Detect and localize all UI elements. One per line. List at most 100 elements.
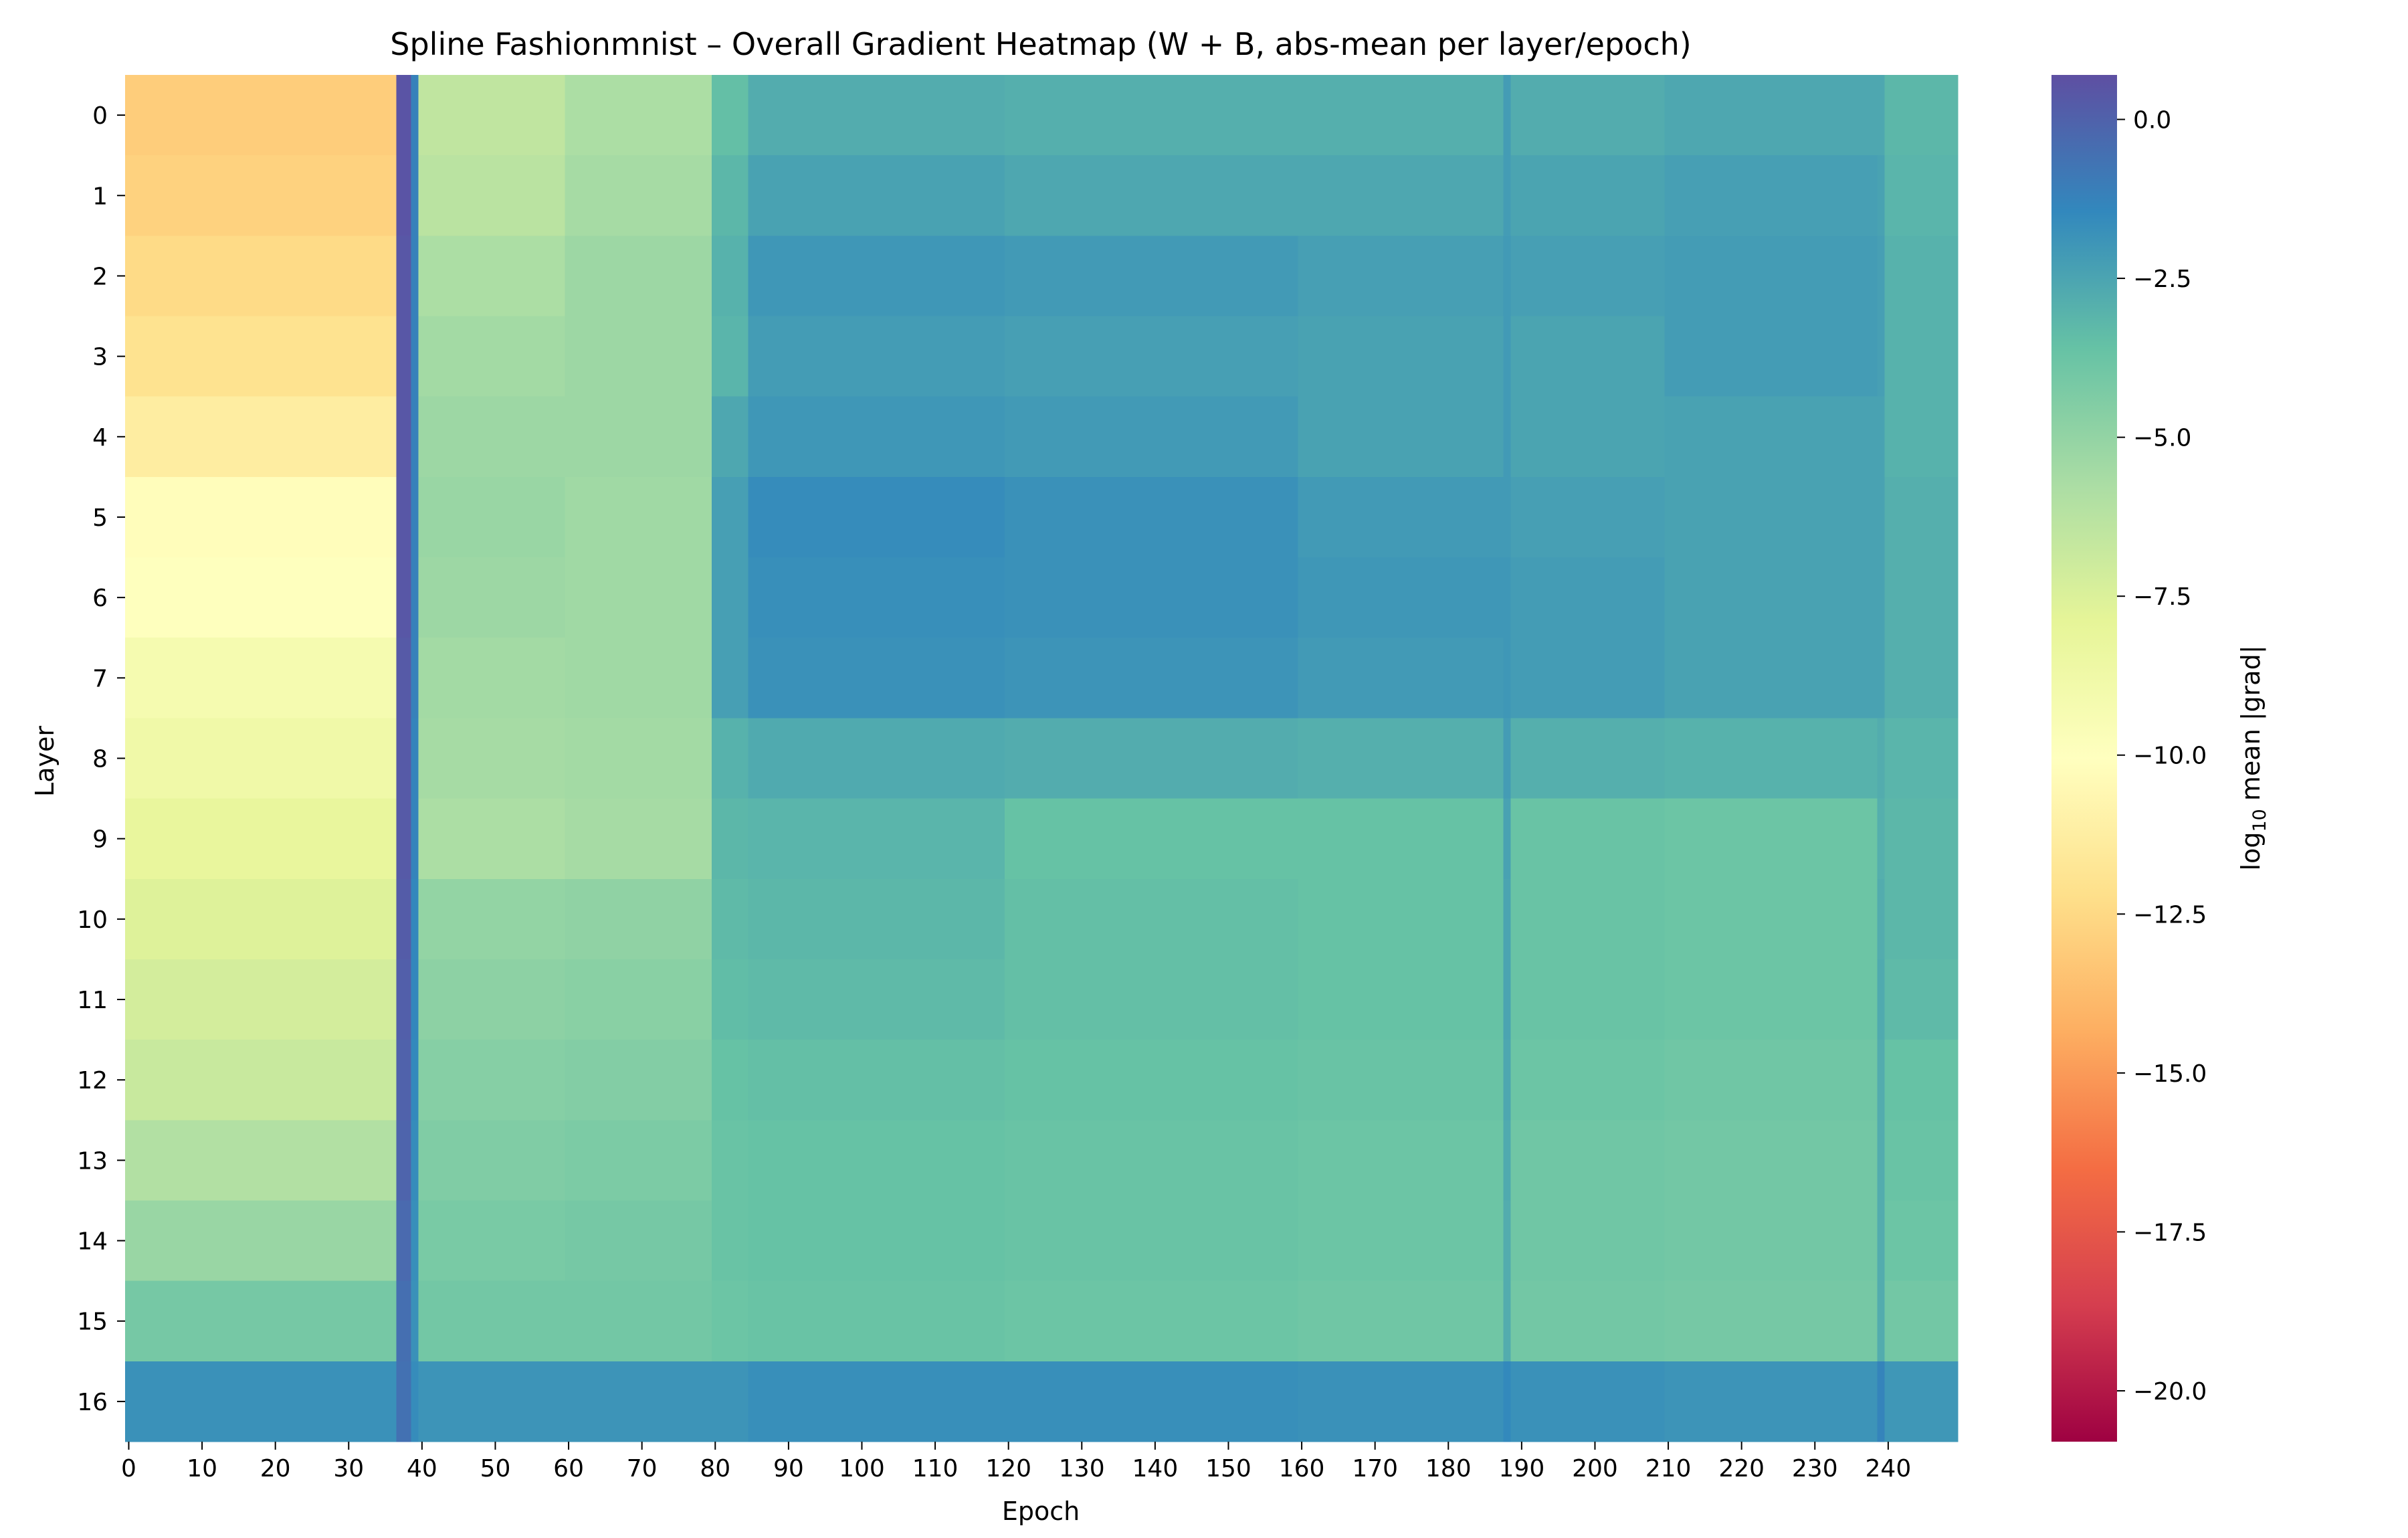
heatmap-cell-layer-3-seg-10 [1510, 316, 1666, 397]
heatmap-cell-layer-2-seg-5 [711, 235, 749, 317]
heatmap-cell-layer-16-seg-10 [1510, 1361, 1666, 1442]
heatmap-cell-layer-13-seg-11 [1664, 1120, 1878, 1201]
heatmap-cell-layer-14-seg-13 [1884, 1200, 1959, 1282]
heatmap-cell-layer-4-seg-7 [1005, 396, 1299, 478]
heatmap-cell-layer-12-seg-3 [418, 1040, 566, 1121]
heatmap-cell-layer-7-seg-7 [1005, 638, 1299, 719]
heatmap-cell-layer-7-seg-11 [1664, 638, 1878, 719]
heatmap-cell-layer-16-seg-9 [1503, 1361, 1512, 1442]
heatmap-cell-layer-10-seg-11 [1664, 878, 1878, 960]
heatmap-cell-layer-0-seg-1 [396, 75, 412, 156]
heatmap-cell-layer-14-seg-12 [1877, 1200, 1885, 1282]
heatmap-cell-layer-7-seg-12 [1877, 638, 1885, 719]
heatmap-cell-layer-9-seg-5 [711, 798, 749, 880]
heatmap-cell-layer-1-seg-13 [1884, 155, 1959, 236]
x-axis-label: Epoch [1002, 1497, 1080, 1526]
heatmap-cell-layer-13-seg-5 [711, 1120, 749, 1201]
heatmap-cell-layer-3-seg-8 [1298, 316, 1504, 397]
heatmap-cell-layer-2-seg-13 [1884, 235, 1959, 317]
heatmap-cell-layer-6-seg-8 [1298, 557, 1504, 638]
colorbar-tick-label: −17.5 [2133, 1219, 2207, 1246]
heatmap-cell-layer-5-seg-12 [1877, 476, 1885, 558]
heatmap-cell-layer-4-seg-0 [125, 396, 397, 478]
x-tick-label: 190 [1499, 1455, 1545, 1482]
x-tick-label: 180 [1425, 1455, 1472, 1482]
heatmap-cell-layer-9-seg-6 [748, 798, 1005, 880]
x-tick-label: 150 [1205, 1455, 1251, 1482]
heatmap-cell-layer-16-seg-8 [1298, 1361, 1504, 1442]
heatmap-cell-layer-4-seg-9 [1503, 396, 1512, 478]
heatmap-cell-layer-12-seg-1 [396, 1040, 412, 1121]
x-tick-label: 0 [121, 1455, 136, 1482]
heatmap-cell-layer-10-seg-10 [1510, 878, 1666, 960]
heatmap-cell-layer-11-seg-11 [1664, 959, 1878, 1040]
heatmap-cell-layer-5-seg-13 [1884, 476, 1959, 558]
colorbar-tick-label: −7.5 [2133, 583, 2191, 611]
heatmap-cell-layer-14-seg-3 [418, 1200, 566, 1282]
x-axis: 0 10 20 30 40 50 60 70 80 90 100 110 120 130 140 150 160… [121, 1442, 1911, 1482]
heatmap-cell-layer-4-seg-10 [1510, 396, 1666, 478]
heatmap-cell-layer-13-seg-2 [411, 1120, 419, 1201]
heatmap-cell-layer-10-seg-12 [1877, 878, 1885, 960]
heatmap-cell-layer-0-seg-9 [1503, 75, 1512, 156]
heatmap-cell-layer-10-seg-13 [1884, 878, 1959, 960]
heatmap-cell-layer-0-seg-6 [748, 75, 1005, 156]
heatmap-cell-layer-16-seg-7 [1005, 1361, 1299, 1442]
heatmap-cell-layer-1-seg-2 [411, 155, 419, 236]
colorbar-tick-label: −5.0 [2133, 425, 2191, 452]
heatmap-cell-layer-5-seg-5 [711, 476, 749, 558]
heatmap-cell-layer-0-seg-10 [1510, 75, 1666, 156]
heatmap-cell-layer-10-seg-8 [1298, 878, 1504, 960]
y-tick-label: 5 [92, 504, 108, 532]
heatmap-cell-layer-10-seg-5 [711, 878, 749, 960]
heatmap-cell-layer-3-seg-11 [1664, 316, 1878, 397]
heatmap-cell-layer-0-seg-11 [1664, 75, 1878, 156]
heatmap-cell-layer-12-seg-0 [125, 1040, 397, 1121]
heatmap-cell-layer-14-seg-0 [125, 1200, 397, 1282]
heatmap-cell-layer-15-seg-7 [1005, 1280, 1299, 1362]
heatmap-cell-layer-12-seg-9 [1503, 1040, 1512, 1121]
heatmap-cell-layer-5-seg-10 [1510, 476, 1666, 558]
colorbar-tick-label: −20.0 [2133, 1378, 2207, 1406]
x-tick-label: 120 [985, 1455, 1031, 1482]
heatmap-cell-layer-9-seg-0 [125, 798, 397, 880]
y-tick-label: 11 [77, 987, 108, 1014]
heatmap-cell-layer-13-seg-13 [1884, 1120, 1959, 1201]
heatmap-cell-layer-2-seg-10 [1510, 235, 1666, 317]
heatmap-cell-layer-14-seg-7 [1005, 1200, 1299, 1282]
heatmap-cell-layer-0-seg-2 [411, 75, 419, 156]
heatmap-cell-layer-10-seg-7 [1005, 878, 1299, 960]
heatmap-cell-layer-2-seg-11 [1664, 235, 1878, 317]
heatmap-cell-layer-15-seg-13 [1884, 1280, 1959, 1362]
heatmap-cell-layer-16-seg-5 [711, 1361, 749, 1442]
heatmap-cell-layer-14-seg-1 [396, 1200, 412, 1282]
heatmap-cell-layer-1-seg-7 [1005, 155, 1299, 236]
heatmap-cell-layer-16-seg-4 [565, 1361, 712, 1442]
heatmap-cell-layer-5-seg-2 [411, 476, 419, 558]
heatmap-cell-layer-12-seg-7 [1005, 1040, 1299, 1121]
x-tick-label: 40 [407, 1455, 437, 1482]
y-tick-label: 10 [77, 906, 108, 934]
heatmap-cell-layer-10-seg-0 [125, 878, 397, 960]
heatmap-cell-layer-9-seg-7 [1005, 798, 1299, 880]
heatmap-cell-layer-3-seg-7 [1005, 316, 1299, 397]
heatmap-cell-layer-10-seg-2 [411, 878, 419, 960]
heatmap-cell-layer-9-seg-11 [1664, 798, 1878, 880]
heatmap-cell-layer-13-seg-0 [125, 1120, 397, 1201]
y-tick-label: 7 [92, 665, 108, 692]
heatmap-cell-layer-15-seg-9 [1503, 1280, 1512, 1362]
heatmap-cell-layer-12-seg-5 [711, 1040, 749, 1121]
heatmap-cell-layer-7-seg-2 [411, 638, 419, 719]
heatmap-cell-layer-13-seg-7 [1005, 1120, 1299, 1201]
x-tick-label: 90 [773, 1455, 804, 1482]
heatmap-cell-layer-6-seg-1 [396, 557, 412, 638]
heatmap-cell-layer-8-seg-13 [1884, 718, 1959, 799]
heatmap-cell-layer-1-seg-1 [396, 155, 412, 236]
x-tick-label: 60 [553, 1455, 584, 1482]
y-tick-label: 13 [77, 1147, 108, 1175]
heatmap-cell-layer-2-seg-4 [565, 235, 712, 317]
heatmap-cell-layer-2-seg-0 [125, 235, 397, 317]
heatmap-cell-layer-1-seg-3 [418, 155, 566, 236]
heatmap-cell-layer-10-seg-1 [396, 878, 412, 960]
